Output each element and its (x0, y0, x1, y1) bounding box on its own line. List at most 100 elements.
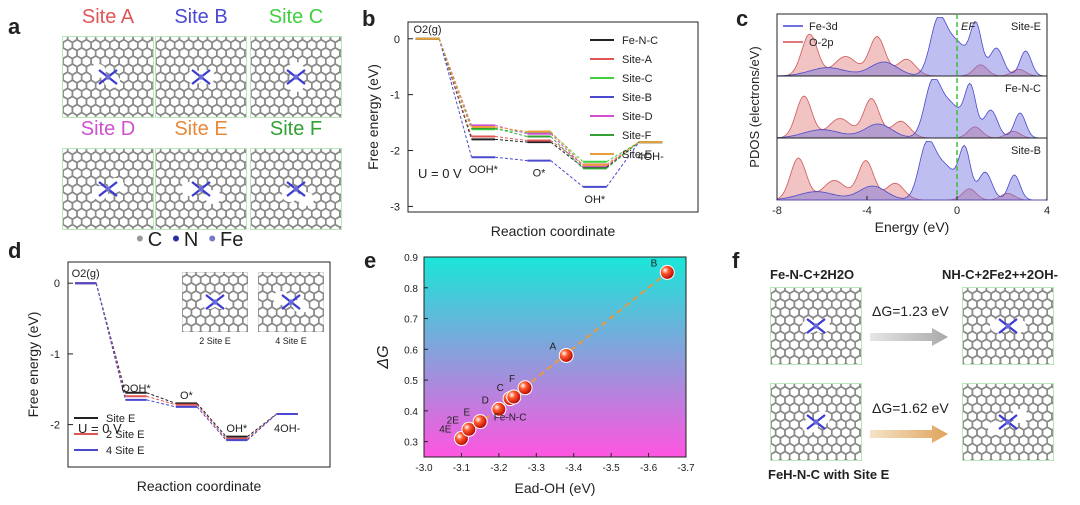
step-label: OH* (584, 194, 606, 206)
x-tick-label: -3.6 (640, 463, 658, 474)
y-tick-label: 0.4 (404, 407, 418, 418)
energy-connector (494, 156, 528, 162)
carbon-hexagon (244, 330, 248, 332)
y-tick-label: 0.7 (404, 315, 418, 326)
carbon-hexagon (182, 330, 185, 332)
carbon-hexagon (168, 331, 177, 342)
carbon-hexagon (132, 111, 144, 117)
legend-label: Site-F (622, 130, 652, 142)
legend-label: 2 Site E (106, 429, 145, 441)
vacancy-hole (298, 192, 314, 206)
carbon-hexagon (980, 450, 992, 460)
carbon-hexagon (94, 223, 106, 229)
carbon-hexagon (324, 259, 333, 270)
x-axis-label: Ead-OH (eV) (515, 480, 596, 496)
y-tick-label: -1 (390, 90, 400, 102)
carbon-hexagon (333, 323, 342, 334)
carbon-hexagon (1018, 354, 1030, 364)
condition-label: U = 0 V (418, 166, 462, 181)
panel-b-free-energy-chart: 0 -1 -2 -3 Reaction coordinate Free energy (e… (365, 21, 699, 239)
step-label: O* (180, 390, 194, 402)
inset-structure (258, 259, 342, 334)
carbon-hexagon (333, 275, 342, 286)
carbon-hexagon (990, 450, 1002, 460)
y-tick-label: 0.8 (404, 284, 418, 295)
carbon-hexagon (320, 223, 332, 229)
carbon-hexagon (835, 354, 847, 364)
f-left-top-label: Fe-N-C+2H2O (770, 267, 855, 282)
carbon-hexagon (229, 259, 238, 270)
legend-label: Site-C (622, 73, 653, 85)
carbon-hexagon (159, 223, 171, 229)
fe-3d-area (776, 141, 1046, 201)
structure-svg (771, 288, 861, 364)
vacancy-hole (201, 295, 217, 309)
x-tick-label: -3.2 (490, 463, 508, 474)
y-tick-label: 0.9 (404, 253, 418, 264)
carbon-hexagon (333, 307, 342, 318)
structure-svg (63, 37, 153, 117)
carbon-hexagon (322, 308, 324, 317)
carbon-hexagon (168, 283, 177, 294)
carbon-hexagon (258, 276, 259, 284)
legend-label: N (183, 229, 199, 251)
carbon-hexagon (244, 113, 246, 117)
carbon-hexagon (235, 330, 241, 332)
point-label: D (482, 395, 489, 406)
fe-atom (288, 299, 294, 305)
vacancy-hole (108, 178, 124, 192)
graphene-lattice (963, 384, 1053, 460)
legend-dot: • (172, 226, 180, 251)
carbon-hexagon (311, 330, 317, 332)
carbon-hexagon (980, 354, 992, 364)
point-label: B (651, 258, 658, 269)
site-title: Site E (174, 118, 228, 140)
carbon-hexagon (273, 111, 285, 117)
carbon-hexagon (258, 292, 259, 300)
carbon-hexagon (201, 259, 210, 270)
energy-connector (196, 406, 227, 441)
carbon-hexagon (771, 450, 782, 460)
carbon-hexagon (246, 324, 248, 332)
condition-label: U = 0 V (78, 421, 122, 436)
f-arrow-2 (870, 425, 948, 443)
panel-letter-b: b (362, 6, 376, 31)
carbon-hexagon (845, 354, 856, 364)
fe-3d-area (776, 17, 1046, 77)
fermi-label: EF (961, 21, 976, 33)
vacancy-hole (90, 64, 106, 78)
energy-connector (550, 141, 584, 168)
inset-label: 2 Site E (199, 336, 231, 346)
fe-atom (1005, 419, 1011, 425)
carbon-hexagon (816, 450, 828, 460)
carbon-hexagon (807, 354, 819, 364)
carbon-hexagon (76, 111, 88, 117)
step-label: O* (533, 168, 547, 180)
energy-connector (146, 399, 176, 408)
carbon-hexagon (178, 223, 190, 229)
energy-connector (95, 283, 126, 400)
carbon-hexagon (305, 259, 314, 270)
legend-label: Site-E (622, 149, 652, 161)
graphene-lattice (63, 37, 153, 117)
carbon-hexagon (267, 259, 276, 270)
atom-legend: • C • N • Fe (126, 226, 243, 252)
graphene-lattice (258, 259, 342, 334)
carbon-hexagon (206, 223, 218, 229)
energy-connector (494, 136, 528, 141)
vacancy-hole (92, 186, 108, 200)
carbon-hexagon (292, 330, 299, 332)
carbon-hexagon (1046, 450, 1053, 460)
carbon-hexagon (141, 111, 153, 117)
carbon-hexagon (210, 259, 219, 270)
panel-letter-f: f (732, 248, 740, 273)
graphene-lattice (963, 288, 1053, 364)
carbon-hexagon (206, 111, 218, 117)
fe-atom (293, 186, 299, 192)
carbon-hexagon (76, 223, 88, 229)
carbon-hexagon (295, 259, 304, 270)
carbon-hexagon (225, 223, 237, 229)
carbon-hexagon (215, 111, 227, 117)
vacancy-hole (199, 70, 215, 84)
y-axis-label: Free energy (eV) (25, 312, 41, 418)
